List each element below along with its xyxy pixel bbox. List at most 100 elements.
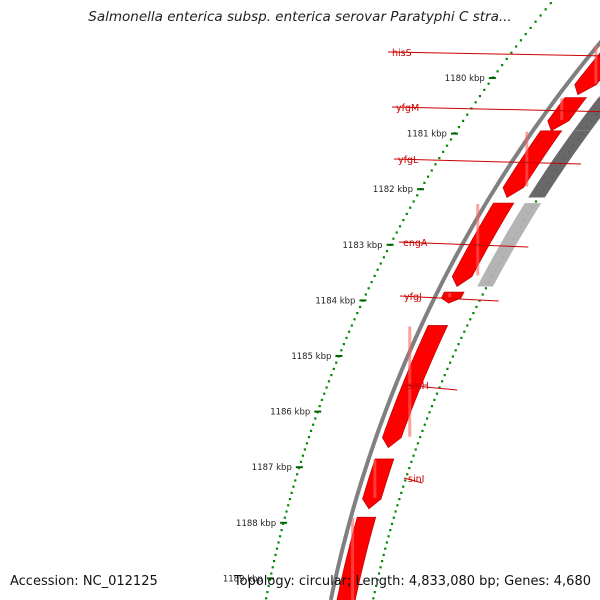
inner-dot xyxy=(416,194,419,197)
inner-dot xyxy=(524,33,527,36)
inner-dot xyxy=(273,560,276,563)
outer-dot xyxy=(438,386,441,389)
cds-highlight xyxy=(408,326,412,437)
inner-dot xyxy=(299,460,303,463)
inner-dot xyxy=(478,95,482,98)
inner-dot xyxy=(280,529,283,532)
inner-dot xyxy=(539,14,542,17)
inner-dot xyxy=(367,287,370,290)
backbone xyxy=(328,39,600,600)
inner-dot xyxy=(327,380,331,383)
outer-dot xyxy=(441,380,444,383)
inner-dot xyxy=(301,454,304,457)
inner-dot xyxy=(332,367,335,370)
inner-dot xyxy=(271,566,274,569)
cds-arrow[interactable] xyxy=(362,458,395,510)
inner-dot xyxy=(457,126,461,129)
inner-dot xyxy=(348,330,351,333)
cds-arrow[interactable] xyxy=(547,97,588,132)
inner-dot xyxy=(277,541,280,544)
inner-dot xyxy=(395,231,398,234)
inner-dot xyxy=(442,150,445,153)
gene-label-sinH: sinH xyxy=(408,381,429,392)
cds-features[interactable] xyxy=(336,45,600,600)
outer-dot xyxy=(380,560,384,563)
outer-dot xyxy=(469,318,472,321)
inner-dot xyxy=(392,237,395,240)
inner-dot xyxy=(505,57,508,60)
inner-dot xyxy=(487,82,490,85)
inner-dot xyxy=(449,138,453,141)
inner-dot xyxy=(309,429,313,432)
cds-arrow[interactable] xyxy=(574,45,600,96)
inner-dot xyxy=(312,423,315,426)
inner-dot xyxy=(483,88,486,91)
inner-dot xyxy=(515,45,518,48)
inner-dot xyxy=(278,535,282,538)
cds-highlight xyxy=(525,131,529,187)
inner-dot xyxy=(290,491,293,494)
gene-leader-line xyxy=(398,241,529,248)
inner-dot xyxy=(438,157,441,160)
kbp-label: 1188 kbp xyxy=(236,519,276,529)
kbp-label: 1182 kbp xyxy=(373,185,413,195)
kbp-label: 1186 kbp xyxy=(270,408,310,418)
outer-dot xyxy=(449,361,452,364)
outer-dot xyxy=(379,566,382,569)
cds-arrow[interactable] xyxy=(336,516,377,600)
outer-dot xyxy=(396,504,399,507)
cds-arrow[interactable] xyxy=(440,291,465,304)
inner-dot xyxy=(345,336,348,339)
inner-dot xyxy=(282,522,285,525)
inner-dot xyxy=(445,144,449,147)
outer-dot xyxy=(534,200,538,203)
inner-dot xyxy=(305,442,308,445)
outer-dot xyxy=(478,299,481,302)
outer-dot xyxy=(372,597,375,600)
inner-dot xyxy=(434,163,437,166)
topology-text: Topology: circular; Length: 4,833,080 bp… xyxy=(233,574,591,589)
inner-dot xyxy=(385,250,389,253)
outer-dot xyxy=(443,374,446,377)
outer-dot xyxy=(433,398,436,401)
outer-dot xyxy=(400,491,403,494)
inner-dot xyxy=(325,386,328,389)
outer-dot xyxy=(423,423,426,426)
inner-dot xyxy=(423,181,426,184)
gene-leader-line xyxy=(399,295,499,302)
inner-dot xyxy=(353,318,356,321)
outer-dot xyxy=(419,436,422,439)
inner-dot xyxy=(382,256,385,259)
outer-dot xyxy=(394,510,397,513)
kbp-label: 1180 kbp xyxy=(445,74,485,84)
inner-dot xyxy=(283,516,286,519)
outer-dot xyxy=(408,467,411,470)
outer-dot xyxy=(402,485,405,488)
cds-highlight xyxy=(351,518,355,600)
similarity-block xyxy=(528,130,591,198)
outer-dot xyxy=(421,429,424,432)
inner-dot xyxy=(342,343,345,346)
cds-highlight xyxy=(448,293,452,298)
outer-dot xyxy=(466,324,469,327)
inner-dot xyxy=(350,324,353,327)
gene-label-yfgM: yfgM xyxy=(396,103,419,114)
inner-dot xyxy=(430,169,433,172)
inner-dot xyxy=(268,578,272,581)
outer-dot xyxy=(398,498,401,501)
outer-dot xyxy=(414,448,417,451)
kbp-label: 1187 kbp xyxy=(252,463,292,473)
inner-dot xyxy=(409,206,412,209)
inner-dot xyxy=(501,64,504,67)
outer-dot xyxy=(384,547,387,550)
inner-dot xyxy=(398,225,402,228)
gene-label-engA: engA xyxy=(403,238,428,249)
inner-dot xyxy=(303,448,306,451)
outer-dot xyxy=(463,330,466,333)
inner-dot xyxy=(274,553,277,556)
outer-dot xyxy=(454,349,457,352)
gene-leader-line xyxy=(391,106,600,113)
accession-text: Accession: NC_012125 xyxy=(10,574,158,589)
outer-dot xyxy=(412,454,415,457)
